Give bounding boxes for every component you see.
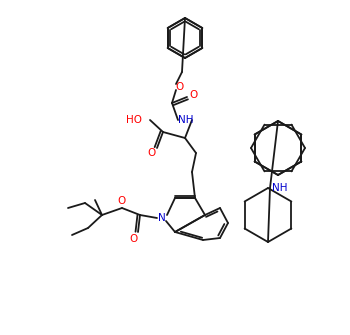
Text: O: O <box>148 148 156 158</box>
Text: NH: NH <box>272 183 288 193</box>
Text: O: O <box>176 82 184 92</box>
Text: N: N <box>158 213 166 223</box>
Text: HO: HO <box>126 115 142 125</box>
Text: O: O <box>130 234 138 244</box>
Text: O: O <box>118 196 126 206</box>
Text: NH: NH <box>178 115 194 125</box>
Text: O: O <box>190 90 198 100</box>
